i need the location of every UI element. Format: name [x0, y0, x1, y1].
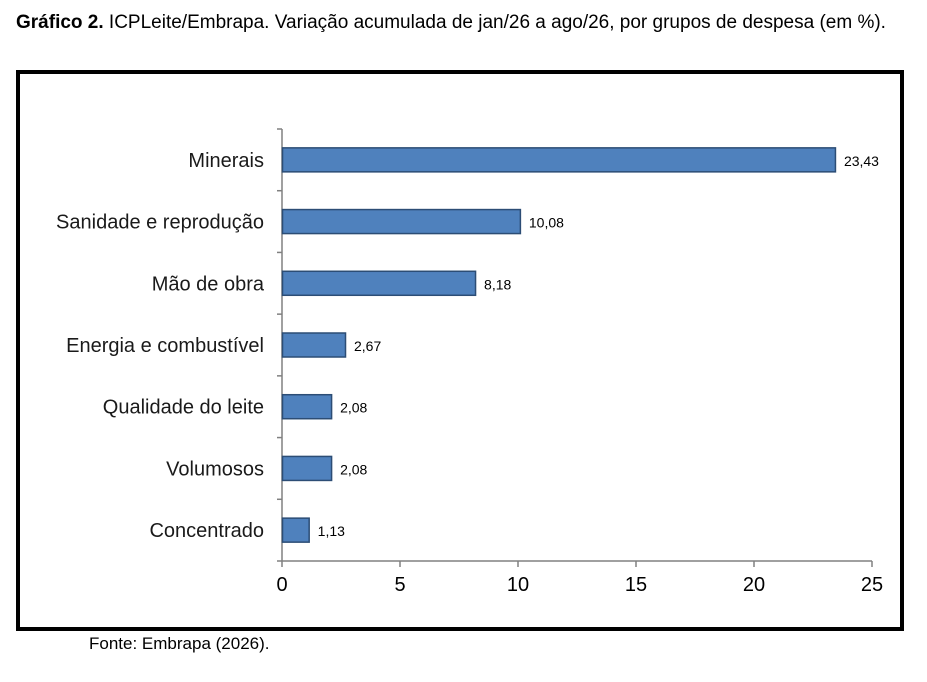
bar — [281, 332, 347, 358]
bar — [281, 208, 522, 235]
category-label: Concentrado — [149, 520, 264, 542]
bar — [281, 147, 837, 173]
category-label: Volumosos — [166, 458, 264, 480]
data-label: 2,08 — [340, 400, 367, 416]
category-label: Qualidade do leite — [103, 397, 264, 419]
figure-caption: Gráfico 2. ICPLeite/Embrapa. Variação ac… — [16, 10, 904, 36]
caption-label: Gráfico 2. — [16, 12, 104, 33]
source-note: Fonte: Embrapa (2026). — [89, 634, 270, 653]
x-tick-label: 20 — [743, 574, 765, 596]
data-label: 8,18 — [484, 276, 511, 292]
category-label: Minerais — [188, 150, 264, 172]
bar — [281, 393, 333, 420]
bar-chart: 0 5 10 15 20 25 Minerais 23,43 Sanidade e reprod… — [56, 128, 883, 596]
x-tick-label: 5 — [394, 574, 405, 596]
data-label: 23,43 — [844, 153, 879, 169]
caption-text: ICPLeite/Embrapa. Variação acumulada de … — [103, 12, 886, 33]
category-label: Energia e combustível — [66, 335, 264, 357]
data-label: 10,08 — [529, 215, 564, 231]
data-label: 2,08 — [340, 461, 367, 477]
bar — [281, 517, 310, 543]
x-tick-label: 25 — [861, 574, 883, 596]
chart-frame: 0 5 10 15 20 25 Minerais 23,43 Sanidade e reprod… — [16, 70, 904, 631]
x-tick-label: 0 — [276, 574, 287, 596]
bar — [281, 270, 477, 297]
category-label: Mão de obra — [152, 273, 265, 295]
bar — [281, 455, 333, 482]
category-label: Sanidade e reprodução — [56, 212, 264, 234]
x-tick-label: 15 — [625, 574, 647, 596]
data-label: 1,13 — [318, 523, 345, 539]
data-label: 2,67 — [354, 338, 381, 354]
x-tick-label: 10 — [507, 574, 529, 596]
